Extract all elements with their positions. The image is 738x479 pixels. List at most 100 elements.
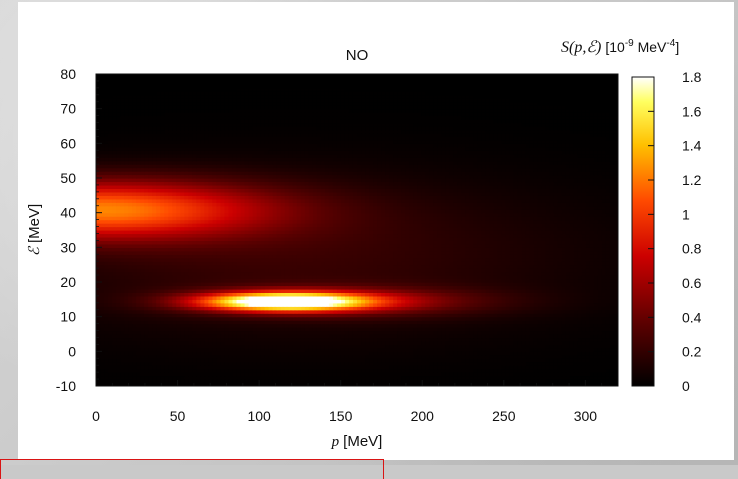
heatmap-cell (116, 375, 121, 380)
heatmap-cell (541, 344, 547, 349)
heatmap-cell (453, 285, 458, 290)
heatmap-cell (573, 309, 579, 314)
heatmap-cell (521, 344, 527, 349)
heatmap-cell (104, 340, 109, 345)
heatmap-cell (212, 358, 218, 363)
heatmap-cell (148, 285, 153, 290)
heatmap-cell (224, 316, 230, 321)
heatmap-cell (244, 320, 250, 325)
heatmap-cell (348, 334, 354, 339)
heatmap-cell (172, 271, 177, 276)
heatmap-cell (537, 379, 543, 384)
heatmap-cell (176, 282, 181, 287)
heatmap-cell (228, 337, 234, 342)
heatmap-cell (589, 261, 595, 266)
heatmap-cell (545, 372, 551, 377)
heatmap-cell (429, 278, 434, 283)
heatmap-cell (529, 268, 535, 273)
heatmap-cell (433, 379, 438, 384)
heatmap-cell (521, 372, 527, 377)
heatmap-cell (413, 337, 418, 342)
heatmap-cell (369, 382, 374, 386)
heatmap-cell (248, 323, 254, 328)
heatmap-cell (513, 344, 519, 349)
heatmap-cell (541, 334, 547, 339)
heatmap-cell (164, 271, 169, 276)
heatmap-cell (389, 347, 394, 352)
heatmap-cell (433, 372, 438, 377)
heatmap-cell (220, 264, 226, 269)
heatmap-cell (361, 292, 366, 297)
heatmap-cell (136, 288, 141, 293)
heatmap-cell (437, 379, 442, 384)
heatmap-cell (188, 372, 193, 377)
heatmap-cell (208, 372, 214, 377)
heatmap-cell (100, 285, 105, 290)
heatmap-cell (244, 309, 250, 314)
heatmap-cell (465, 368, 471, 373)
heatmap-cell (393, 292, 398, 297)
heatmap-cell (517, 275, 523, 280)
heatmap-cell (200, 313, 206, 318)
heatmap-cell (469, 337, 475, 342)
heatmap-cell (521, 365, 527, 370)
heatmap-cell (252, 306, 258, 311)
heatmap-cell (164, 309, 169, 314)
heatmap-cell (433, 358, 438, 363)
heatmap-cell (577, 354, 583, 359)
heatmap-cell (216, 257, 222, 262)
heatmap-cell (192, 358, 197, 363)
heatmap-cell (152, 340, 157, 345)
heatmap-cell (304, 337, 310, 342)
heatmap-cell (501, 358, 507, 363)
heatmap-cell (324, 365, 330, 370)
heatmap-cell (168, 340, 173, 345)
heatmap-cell (288, 323, 294, 328)
heatmap-cell (308, 344, 314, 349)
heatmap-cell (593, 375, 599, 380)
heatmap-cell (260, 271, 266, 276)
heatmap-cell (469, 327, 475, 332)
heatmap-cell (100, 288, 105, 293)
heatmap-cell (409, 330, 414, 335)
heatmap-cell (244, 302, 250, 307)
heatmap-cell (537, 334, 543, 339)
heatmap-cell (232, 250, 238, 255)
heatmap-cell (465, 309, 471, 314)
heatmap-cell (312, 268, 318, 273)
heatmap-cell (320, 323, 326, 328)
heatmap-cell (389, 365, 394, 370)
heatmap-cell (292, 323, 298, 328)
heatmap-cell (393, 313, 398, 318)
heatmap-cell (300, 282, 306, 287)
heatmap-cell (300, 337, 306, 342)
heatmap-cell (276, 250, 282, 255)
heatmap-cell (172, 334, 177, 339)
heatmap-cell (505, 313, 511, 318)
heatmap-cell (489, 351, 495, 356)
heatmap-cell (529, 264, 535, 269)
heatmap-cell (336, 334, 342, 339)
heatmap-cell (168, 365, 173, 370)
heatmap-cell (184, 271, 189, 276)
heatmap-cell (160, 295, 165, 300)
heatmap-cell (164, 382, 169, 386)
heatmap-cell (292, 382, 298, 386)
heatmap-cell (160, 340, 165, 345)
heatmap-cell (357, 354, 362, 359)
heatmap-cell (589, 316, 595, 321)
heatmap-cell (489, 344, 495, 349)
heatmap-cell (280, 337, 286, 342)
heatmap-cell (236, 282, 242, 287)
heatmap-cell (296, 302, 302, 307)
heatmap-cell (96, 372, 101, 377)
heatmap-cell (140, 288, 145, 293)
heatmap-cell (497, 379, 503, 384)
heatmap-cell (529, 316, 535, 321)
heatmap-cell (565, 271, 571, 276)
heatmap-cell (545, 302, 551, 307)
heatmap-cell (529, 306, 535, 311)
heatmap-cell (96, 323, 101, 328)
heatmap-cell (601, 306, 607, 311)
heatmap-cell (136, 340, 141, 345)
